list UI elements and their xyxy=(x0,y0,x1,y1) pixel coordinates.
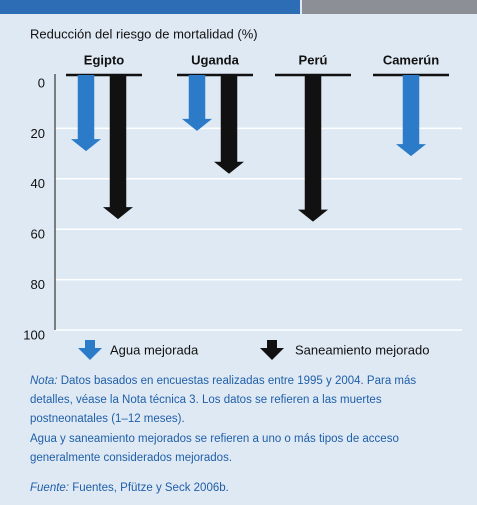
note-label: Nota: xyxy=(30,375,58,387)
arrow xyxy=(182,75,212,131)
legend-label: Agua mejorada xyxy=(110,342,199,357)
note-line: postneonatales (1–12 meses). xyxy=(30,413,185,425)
arrow xyxy=(103,75,133,220)
x-tick-label: Perú xyxy=(299,52,328,67)
note-line: detalles, véase la Nota técnica 3. Los d… xyxy=(30,394,382,406)
arrow xyxy=(71,75,101,152)
x-tick-label: Uganda xyxy=(191,52,239,67)
y-tick-label: 80 xyxy=(31,277,45,292)
source: Fuente: Fuentes, Pfütze y Seck 2006b. xyxy=(30,482,229,494)
note-line: Datos basados en encuestas realizadas en… xyxy=(61,375,417,387)
note: Nota: Datos basados en encuestas realiza… xyxy=(30,375,416,387)
source-text: Fuentes, Pfütze y Seck 2006b. xyxy=(72,482,229,494)
header-band xyxy=(0,0,300,14)
legend-label: Saneamiento mejorado xyxy=(295,342,429,357)
y-tick-label: 40 xyxy=(31,176,45,191)
y-tick-label: 60 xyxy=(31,227,45,242)
legend-swatch xyxy=(260,340,284,360)
source-label: Fuente: xyxy=(30,482,69,494)
header-band xyxy=(302,0,477,14)
x-tick-label: Camerún xyxy=(383,52,439,67)
chart-title: Reducción del riesgo de mortalidad (%) xyxy=(30,26,258,41)
note-line: generalmente considerados mejorados. xyxy=(30,452,232,464)
x-tick-label: Egipto xyxy=(84,52,124,67)
y-tick-label: 20 xyxy=(31,126,45,141)
y-tick-label: 0 xyxy=(38,75,45,90)
y-tick-label: 100 xyxy=(23,327,45,342)
arrow xyxy=(298,75,328,222)
arrow xyxy=(214,75,244,174)
plot: 0 20 40 60 80 100 Egipto Uganda Perú Camerún Agua … xyxy=(23,52,462,360)
legend-swatch xyxy=(78,340,102,360)
arrow xyxy=(396,75,426,157)
note-line: Agua y saneamiento mejorados se refieren… xyxy=(30,433,399,445)
